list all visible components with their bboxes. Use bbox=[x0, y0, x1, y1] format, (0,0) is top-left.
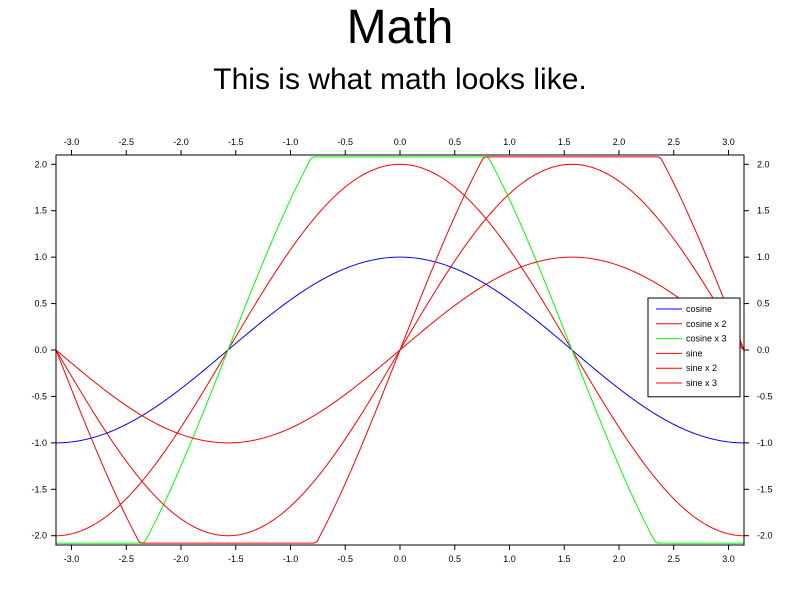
legend-label: sine bbox=[686, 348, 703, 358]
series-cosine-x-2 bbox=[55, 163, 745, 537]
x-tick-label-top: 1.0 bbox=[503, 137, 516, 147]
y-tick-label-left: 0.5 bbox=[34, 299, 47, 309]
y-tick-label-left: 1.5 bbox=[34, 206, 47, 216]
x-tick-label-bottom: 3.0 bbox=[722, 554, 735, 564]
x-tick-label-bottom: -0.5 bbox=[337, 554, 353, 564]
legend-label: sine x 3 bbox=[686, 378, 717, 388]
legend-label: cosine bbox=[686, 304, 712, 314]
x-tick-label-bottom: -1.5 bbox=[228, 554, 244, 564]
x-tick-label-top: -2.0 bbox=[173, 137, 189, 147]
x-tick-label-top: 0.5 bbox=[448, 137, 461, 147]
x-tick-label-bottom: -3.0 bbox=[64, 554, 80, 564]
x-tick-label-bottom: 2.0 bbox=[613, 554, 626, 564]
x-tick-label-bottom: 2.5 bbox=[667, 554, 680, 564]
series-layer bbox=[55, 156, 745, 544]
y-tick-label-right: -2.0 bbox=[757, 531, 773, 541]
y-tick-label-right: 2.0 bbox=[757, 159, 770, 169]
legend-label: cosine x 3 bbox=[686, 334, 727, 344]
chart-title: Math bbox=[346, 1, 454, 54]
x-tick-label-top: -0.5 bbox=[337, 137, 353, 147]
axis-layer: -3.0 -3.0 -2.5 -2.5 -2.0 -2.0 -1.5 -1.5 -1.0 -1.0… bbox=[31, 137, 772, 564]
x-tick-label-top: -1.5 bbox=[228, 137, 244, 147]
x-tick-label-top: -2.5 bbox=[118, 137, 134, 147]
x-tick-label-top: 3.0 bbox=[722, 137, 735, 147]
x-tick-label-bottom: -1.0 bbox=[283, 554, 299, 564]
series-cosine bbox=[55, 256, 745, 444]
y-tick-label-right: 1.5 bbox=[757, 206, 770, 216]
legend: cosine cosine x 2 cosine x 3 sine sine x 2 si… bbox=[647, 297, 741, 398]
y-tick-label-right: 1.0 bbox=[757, 252, 770, 262]
x-tick-label-bottom: 0.5 bbox=[448, 554, 461, 564]
x-tick-label-bottom: 1.5 bbox=[558, 554, 571, 564]
x-tick-label-top: -3.0 bbox=[64, 137, 80, 147]
legend-label: cosine x 2 bbox=[686, 319, 727, 329]
legend-label: sine x 2 bbox=[686, 363, 717, 373]
x-tick-label-bottom: 0.0 bbox=[394, 554, 407, 564]
x-tick-label-top: 1.5 bbox=[558, 137, 571, 147]
y-tick-label-left: -1.5 bbox=[31, 484, 47, 494]
y-tick-label-right: -1.0 bbox=[757, 438, 773, 448]
x-tick-label-top: -1.0 bbox=[283, 137, 299, 147]
y-tick-label-right: 0.0 bbox=[757, 345, 770, 355]
y-tick-label-left: -1.0 bbox=[31, 438, 47, 448]
x-tick-label-bottom: -2.0 bbox=[173, 554, 189, 564]
x-tick-label-top: 2.0 bbox=[613, 137, 626, 147]
series-sine-x-3 bbox=[55, 156, 745, 544]
y-tick-label-left: -2.0 bbox=[31, 531, 47, 541]
chart-subtitle: This is what math looks like. bbox=[213, 63, 587, 96]
y-tick-label-right: -0.5 bbox=[757, 391, 773, 401]
x-tick-label-bottom: -2.5 bbox=[118, 554, 134, 564]
x-tick-label-bottom: 1.0 bbox=[503, 554, 516, 564]
y-tick-label-right: 0.5 bbox=[757, 299, 770, 309]
y-tick-label-right: -1.5 bbox=[757, 484, 773, 494]
y-tick-label-left: -0.5 bbox=[31, 391, 47, 401]
y-tick-label-left: 1.0 bbox=[34, 252, 47, 262]
y-tick-label-left: 2.0 bbox=[34, 159, 47, 169]
y-tick-label-left: 0.0 bbox=[34, 345, 47, 355]
x-tick-label-top: 2.5 bbox=[667, 137, 680, 147]
legend-box bbox=[647, 297, 741, 398]
series-cosine-x-3 bbox=[56, 156, 744, 544]
x-tick-label-top: 0.0 bbox=[394, 137, 407, 147]
